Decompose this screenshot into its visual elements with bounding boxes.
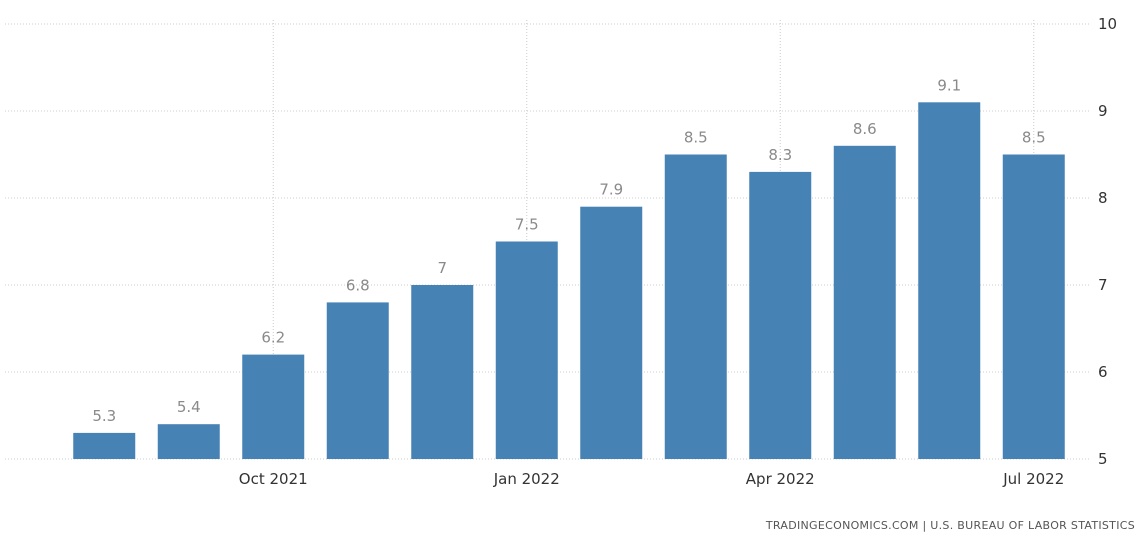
bar-value-label: 8.5 (1022, 129, 1046, 147)
bar (1002, 154, 1065, 459)
bar (749, 171, 812, 459)
bar (833, 145, 896, 460)
bar-value-label: 5.3 (92, 407, 116, 425)
y-axis: 5 6 7 8 9 10 (1098, 15, 1117, 468)
bar-value-label: 6.2 (261, 329, 285, 347)
x-tick-label: Oct 2021 (239, 470, 308, 488)
bar-value-label: 5.4 (177, 398, 201, 416)
bars (73, 102, 1065, 460)
bar (495, 241, 558, 459)
bar-value-label: 7 (437, 259, 447, 277)
bar (326, 302, 389, 459)
bar (664, 154, 727, 459)
y-tick-label: 10 (1098, 15, 1117, 33)
bar (580, 206, 643, 459)
x-tick-label: Jan 2022 (493, 470, 560, 488)
bar (242, 354, 305, 459)
y-tick-label: 9 (1098, 102, 1108, 120)
value-labels: 5.3 5.4 6.2 6.8 7 7.5 7.9 8.5 8.3 8.6 9.1 8.5 (92, 76, 1045, 425)
bar-value-label: 8.5 (684, 129, 708, 147)
source-attribution: TRADINGECONOMICS.COM | U.S. BUREAU OF LA… (765, 519, 1135, 532)
x-tick-label: Apr 2022 (746, 470, 815, 488)
bar-value-label: 8.6 (853, 120, 877, 138)
x-axis: Oct 2021 Jan 2022 Apr 2022 Jul 2022 (239, 470, 1064, 488)
bar (918, 102, 981, 460)
bar-value-label: 6.8 (346, 276, 370, 294)
bar-value-label: 7.5 (515, 216, 539, 234)
bar (411, 285, 474, 459)
y-tick-label: 8 (1098, 189, 1108, 207)
bar-value-label: 8.3 (768, 146, 792, 164)
y-tick-label: 7 (1098, 276, 1108, 294)
x-tick-label: Jul 2022 (1002, 470, 1064, 488)
bar (73, 432, 136, 459)
y-tick-label: 6 (1098, 363, 1108, 381)
bar-value-label: 7.9 (599, 181, 623, 199)
y-tick-label: 5 (1098, 450, 1108, 468)
bar-value-label: 9.1 (937, 76, 961, 94)
bar (157, 424, 220, 459)
